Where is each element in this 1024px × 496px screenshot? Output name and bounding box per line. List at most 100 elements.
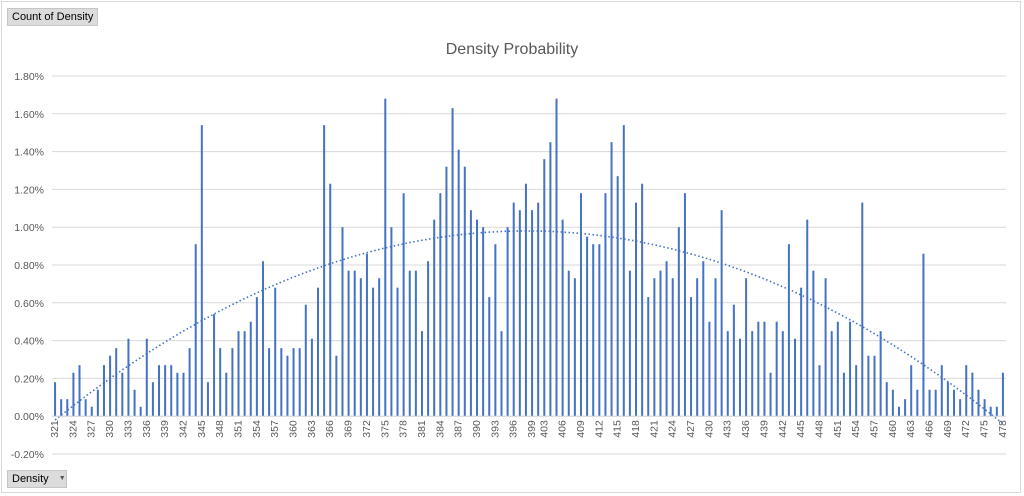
x-tick-label: 381: [416, 420, 428, 438]
dropdown-arrow-icon[interactable]: ▼: [58, 475, 66, 483]
bar: [237, 331, 240, 417]
bar: [512, 202, 515, 417]
bar: [488, 297, 491, 417]
bar: [170, 365, 173, 417]
bar: [696, 278, 699, 417]
bar: [977, 389, 980, 417]
bar: [995, 406, 998, 417]
bar: [372, 287, 375, 417]
bar: [151, 382, 154, 417]
bar: [317, 287, 320, 417]
bar: [702, 261, 705, 417]
x-tick-label: 475: [979, 420, 991, 438]
bar: [402, 193, 405, 417]
bar: [763, 321, 766, 417]
x-tick-label: 336: [141, 420, 153, 438]
bar: [365, 253, 368, 417]
bar: [567, 270, 570, 417]
x-tick-label: 384: [434, 420, 446, 438]
bar: [641, 183, 644, 417]
x-tick-label: 427: [685, 420, 697, 438]
x-tick-label: 330: [104, 420, 116, 438]
bar: [298, 348, 301, 417]
bar: [751, 331, 754, 417]
bar: [304, 304, 307, 417]
y-tick-label: 0.80%: [14, 260, 44, 272]
x-tick-label: 460: [887, 420, 899, 438]
bar: [732, 304, 735, 417]
bar: [794, 338, 797, 417]
x-tick-label: 339: [159, 420, 171, 438]
bar: [353, 270, 356, 417]
y-tick-label: 1.20%: [14, 184, 44, 196]
bar: [775, 321, 778, 417]
bar: [579, 193, 582, 417]
bar: [194, 244, 197, 417]
x-tick-label: 436: [740, 420, 752, 438]
bar: [310, 338, 313, 417]
x-tick-label: 448: [813, 420, 825, 438]
bar: [683, 193, 686, 417]
bars: [54, 98, 1004, 417]
y-axis-ticks: -0.20% 0.00% 0.20% 0.40% 0.60% 0.80% 1.00% 1.20…: [11, 71, 44, 461]
bar: [261, 261, 264, 417]
bar: [115, 348, 118, 417]
bar: [280, 348, 283, 417]
bar: [176, 372, 179, 417]
value-field-button[interactable]: Count of Density: [7, 8, 98, 26]
bar: [127, 338, 130, 417]
x-tick-label: 375: [379, 420, 391, 438]
bar: [384, 98, 387, 417]
x-tick-label: 469: [942, 420, 954, 438]
bar: [524, 183, 527, 417]
x-tick-label: 387: [453, 420, 465, 438]
gridlines: [52, 75, 1006, 455]
bar: [476, 219, 479, 417]
bar: [604, 193, 607, 417]
y-tick-label: 1.80%: [14, 71, 44, 83]
x-tick-label: 466: [924, 420, 936, 438]
bar: [469, 210, 472, 417]
value-field-label: Count of Density: [12, 11, 94, 23]
bar: [390, 227, 393, 417]
bar: [628, 270, 631, 417]
bar: [910, 365, 913, 417]
bar: [145, 338, 148, 417]
bar: [335, 355, 338, 417]
bar: [934, 389, 937, 417]
y-tick-label: 0.40%: [14, 336, 44, 348]
bar: [830, 331, 833, 417]
bar: [983, 399, 986, 417]
axis-field-label: Density: [12, 473, 49, 485]
bar: [904, 399, 907, 417]
bar: [139, 406, 142, 417]
x-tick-label: 442: [777, 420, 789, 438]
bar: [84, 399, 87, 417]
y-tick-label: 0.60%: [14, 298, 44, 310]
x-tick-label: 354: [251, 420, 263, 438]
x-tick-label: 396: [508, 420, 520, 438]
bar: [66, 399, 69, 417]
y-tick-label: 0.20%: [14, 373, 44, 385]
bar: [885, 382, 888, 417]
bar: [867, 355, 870, 417]
bar: [940, 365, 943, 417]
x-tick-label: 366: [324, 420, 336, 438]
bar: [482, 227, 485, 417]
bar: [592, 244, 595, 417]
bar: [158, 365, 161, 417]
bar: [494, 244, 497, 417]
bar: [573, 278, 576, 417]
bar: [757, 321, 760, 417]
bar: [849, 321, 852, 417]
bar: [463, 166, 466, 417]
bar: [231, 348, 234, 417]
axis-field-button[interactable]: Density ▼: [7, 470, 67, 488]
x-tick-label: 478: [997, 420, 1009, 438]
bar: [561, 219, 564, 417]
bar: [745, 278, 748, 417]
bar: [818, 365, 821, 417]
bar: [359, 278, 362, 417]
x-tick-label: 439: [758, 420, 770, 438]
